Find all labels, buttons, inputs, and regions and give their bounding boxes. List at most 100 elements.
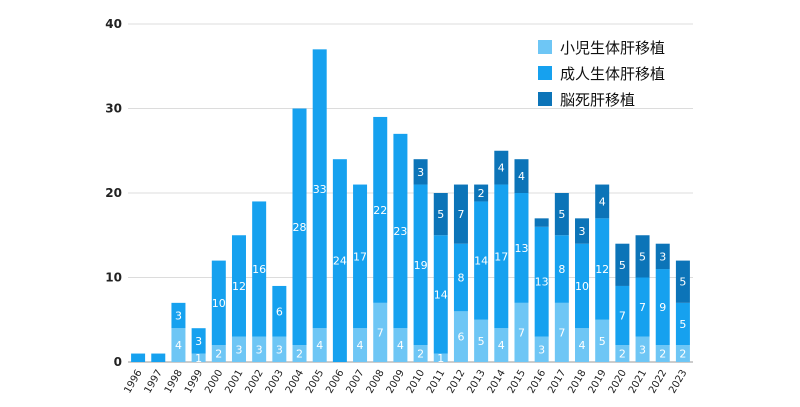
data-label: 5: [599, 335, 606, 348]
data-label: 7: [639, 301, 646, 314]
data-label: 5: [679, 318, 686, 331]
bar-segment: [635, 235, 650, 278]
legend-swatch: [538, 66, 552, 80]
bar-segment: [433, 353, 448, 362]
data-label: 2: [679, 348, 686, 361]
data-label: 19: [414, 259, 428, 272]
data-label: 24: [333, 255, 347, 268]
bar-segment: [534, 218, 549, 227]
bar-segment: [575, 218, 590, 244]
bar-segment: [635, 336, 650, 362]
bar-segment: [615, 243, 630, 286]
data-label: 5: [619, 259, 626, 272]
bar-segment: [151, 353, 166, 362]
x-tick-label: 2011: [425, 368, 447, 396]
x-tick-label: 2003: [264, 368, 286, 396]
bar-segment: [675, 260, 690, 303]
bar-segment: [575, 328, 590, 362]
bar-segment: [393, 328, 408, 362]
data-label: 4: [518, 170, 525, 183]
data-label: 5: [558, 208, 565, 221]
bar-segment: [453, 243, 468, 312]
data-label: 16: [252, 263, 266, 276]
data-label: 5: [679, 276, 686, 289]
x-tick-label: 2007: [344, 368, 366, 396]
data-label: 2: [296, 348, 303, 361]
x-tick-label: 1997: [143, 368, 165, 396]
data-label: 4: [357, 339, 364, 352]
bar-segment: [514, 159, 529, 193]
bar-segment: [252, 201, 267, 337]
y-tick-label: 10: [105, 271, 122, 285]
x-tick-label: 2023: [667, 368, 689, 396]
bar-segment: [231, 235, 246, 337]
y-tick-label: 30: [105, 102, 122, 116]
bar-segment: [413, 159, 428, 185]
bar-segment: [595, 218, 610, 320]
data-label: 23: [393, 225, 407, 238]
legend-swatch: [538, 40, 552, 54]
bar-segment: [534, 336, 549, 362]
bar-segment: [554, 302, 569, 362]
data-label: 7: [558, 326, 565, 339]
data-label: 4: [397, 339, 404, 352]
bar-segment: [675, 302, 690, 346]
bar-segment: [514, 302, 529, 362]
data-label: 1: [437, 352, 444, 365]
bar-segment: [675, 345, 690, 362]
bar-segment: [312, 328, 327, 362]
data-label: 6: [457, 331, 464, 344]
bar-segment: [211, 345, 226, 362]
data-label: 3: [417, 166, 424, 179]
x-tick-label: 2014: [486, 368, 508, 396]
bar-segment: [373, 302, 388, 362]
data-label: 3: [276, 343, 283, 356]
bar-segment: [433, 235, 448, 354]
x-tick-label: 2000: [203, 368, 225, 396]
x-tick-label: 2015: [506, 368, 528, 396]
data-label: 3: [579, 225, 586, 238]
data-label: 10: [212, 297, 226, 310]
x-tick-label: 2010: [405, 368, 427, 396]
y-tick-label: 20: [105, 186, 122, 200]
bar-segment: [211, 260, 226, 346]
bar-segment: [191, 328, 206, 354]
data-label: 33: [313, 183, 327, 196]
data-label: 14: [474, 255, 488, 268]
bar-segment: [292, 345, 307, 362]
data-label: 2: [478, 187, 485, 200]
bar-segment: [595, 319, 610, 362]
x-tick-label: 2009: [385, 368, 407, 396]
bar-segment: [413, 184, 428, 346]
x-tick-label: 2006: [324, 368, 346, 396]
data-label: 13: [514, 242, 528, 255]
bar-segment: [272, 285, 287, 337]
legend-label: 脳死肝移植: [560, 91, 635, 109]
data-label: 4: [175, 339, 182, 352]
data-label: 2: [417, 348, 424, 361]
data-label: 7: [518, 326, 525, 339]
bar-segment: [474, 184, 489, 202]
bar-segment: [292, 108, 307, 346]
bar-segment: [595, 184, 610, 219]
x-tick-label: 2002: [244, 368, 266, 396]
bar-segment: [312, 49, 327, 329]
bar-segment: [494, 184, 509, 329]
data-label: 8: [457, 272, 464, 285]
data-label: 12: [232, 280, 246, 293]
bar-segment: [171, 302, 186, 329]
legend-swatch: [538, 92, 552, 106]
bar-segment: [373, 116, 388, 303]
bar-segment: [231, 336, 246, 362]
bar-segment: [453, 311, 468, 362]
bar-segment: [494, 150, 509, 185]
x-tick-label: 2021: [627, 368, 649, 396]
bar-segment: [534, 226, 549, 337]
y-axis-ticks: 0 10 20 30 40: [105, 17, 122, 369]
data-label: 28: [293, 221, 307, 234]
x-tick-label: 2019: [587, 368, 609, 396]
bar-segment: [332, 159, 347, 362]
bar-segment: [655, 345, 670, 362]
